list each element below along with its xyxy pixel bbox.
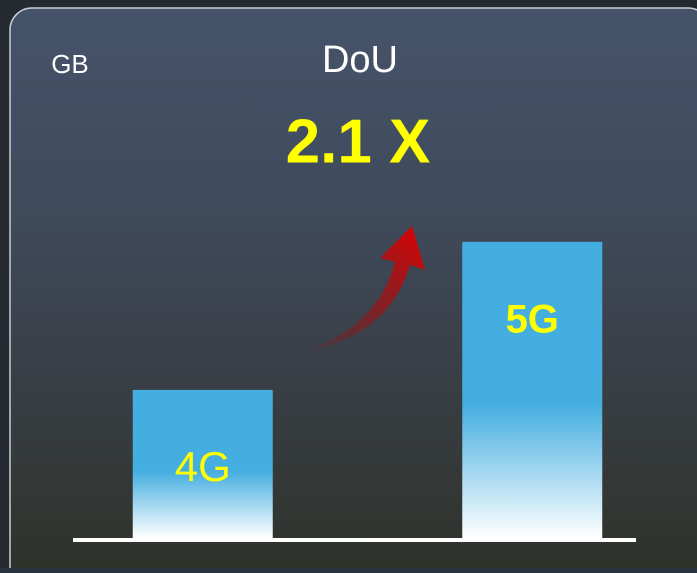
annotation: 2.1 X: [286, 107, 431, 176]
chart-title: DoU: [322, 39, 398, 81]
bar-label: 4G: [175, 443, 231, 490]
bar: [462, 241, 603, 538]
unit-label: GB: [51, 49, 89, 79]
bars: 4G 5G: [132, 241, 603, 538]
bar-label: 5G: [506, 297, 559, 341]
arrow: [310, 226, 425, 350]
bar: [132, 389, 273, 538]
